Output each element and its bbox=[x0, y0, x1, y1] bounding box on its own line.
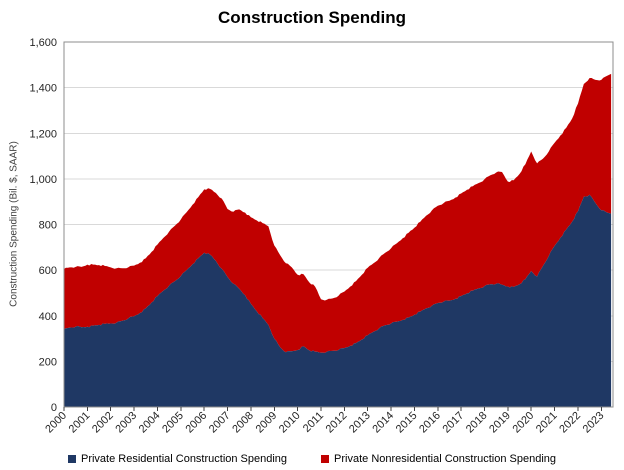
x-tick-label: 2019 bbox=[487, 410, 513, 436]
y-tick-label: 800 bbox=[39, 220, 57, 232]
x-tick-label: 2018 bbox=[464, 410, 490, 436]
x-tick-label: 2009 bbox=[254, 410, 280, 436]
x-tick-label: 2010 bbox=[277, 410, 303, 436]
x-tick-label: 2006 bbox=[183, 410, 209, 436]
y-tick-label: 600 bbox=[39, 265, 57, 277]
legend-swatch-residential bbox=[67, 455, 76, 463]
nonresidential-area bbox=[64, 73, 612, 353]
legend-label-residential: Private Residential Construction Spendin… bbox=[80, 453, 288, 465]
x-tick-label: 2017 bbox=[440, 410, 466, 436]
x-tick-label: 2012 bbox=[324, 410, 350, 436]
y-tick-label: 200 bbox=[39, 356, 57, 368]
y-axis-title: Construction Spending (Bil. $, SAAR) bbox=[8, 141, 20, 307]
x-tick-label: 2013 bbox=[347, 410, 373, 436]
legend-item-nonresidential: Private Nonresidential Construction Spen… bbox=[321, 453, 556, 465]
x-tick-label: 2008 bbox=[230, 410, 256, 436]
y-tick-label: 1,600 bbox=[29, 37, 57, 49]
y-tick-label: 1,400 bbox=[29, 83, 57, 95]
x-tick-label: 2020 bbox=[511, 410, 537, 436]
chart-title: Construction Spending bbox=[218, 8, 406, 27]
x-tick-label: 2016 bbox=[417, 410, 443, 436]
x-tick-label: 2021 bbox=[534, 410, 560, 436]
y-tick-label: 0 bbox=[51, 402, 57, 414]
legend-swatch-nonresidential bbox=[321, 455, 330, 463]
x-tick-label: 2001 bbox=[67, 410, 93, 436]
legend-label-nonresidential: Private Nonresidential Construction Spen… bbox=[334, 453, 557, 465]
chart-legend: Private Residential Construction Spendin… bbox=[0, 453, 624, 465]
legend-item-residential: Private Residential Construction Spendin… bbox=[67, 453, 288, 465]
x-tick-label: 2011 bbox=[301, 410, 326, 435]
x-tick-label: 2014 bbox=[370, 410, 396, 436]
x-tick-label: 2007 bbox=[207, 410, 233, 436]
y-tick-label: 1,200 bbox=[29, 128, 57, 140]
x-tick-label: 2002 bbox=[90, 410, 116, 436]
y-tick-label: 400 bbox=[39, 311, 57, 323]
x-tick-label: 2022 bbox=[557, 410, 583, 436]
x-tick-label: 2005 bbox=[160, 410, 186, 436]
x-tick-label: 2023 bbox=[581, 410, 607, 436]
residential-area bbox=[64, 194, 612, 407]
x-tick-label: 2015 bbox=[394, 410, 420, 436]
x-tick-label: 2004 bbox=[137, 410, 163, 436]
x-tick-label: 2003 bbox=[113, 410, 139, 436]
y-tick-label: 1,000 bbox=[29, 174, 57, 186]
plot-border bbox=[63, 41, 614, 408]
